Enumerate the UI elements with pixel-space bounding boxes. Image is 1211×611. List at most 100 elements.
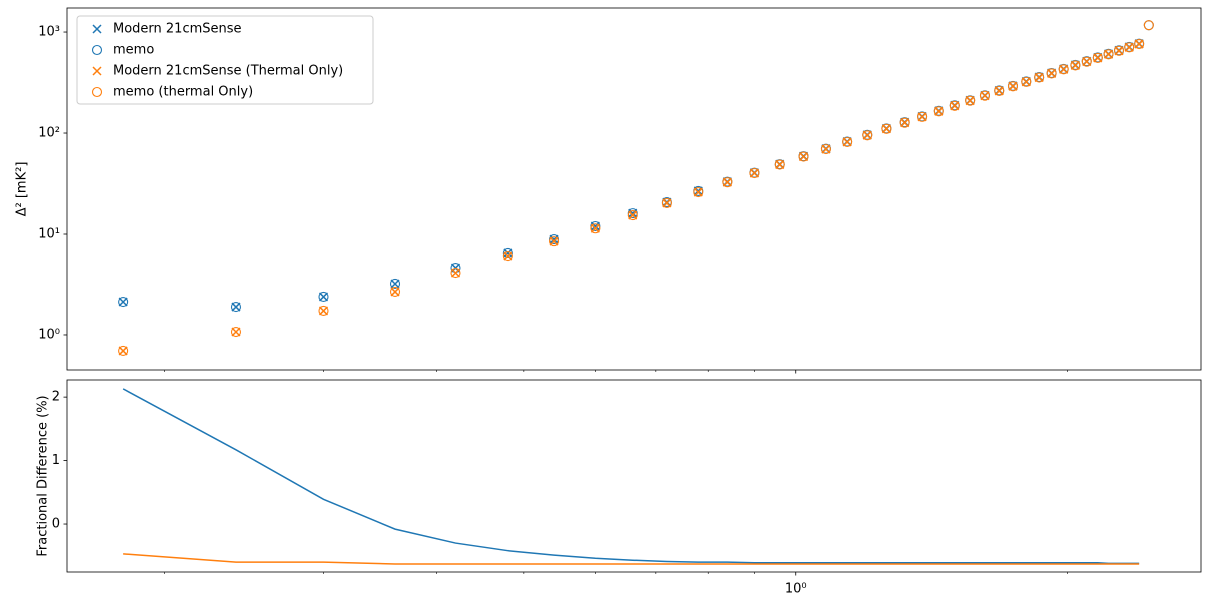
cross-marker <box>1093 53 1103 63</box>
cross-marker <box>693 187 703 197</box>
circle-marker <box>693 187 704 198</box>
cross-marker <box>118 346 128 356</box>
circle-marker <box>917 111 928 122</box>
cross-marker <box>1059 64 1069 74</box>
legend-label: Modern 21cmSense (Thermal Only) <box>113 64 343 79</box>
cross-marker <box>662 198 672 208</box>
cross-marker <box>965 96 975 106</box>
y-tick-label: 10¹ <box>38 227 60 242</box>
cross-marker <box>549 234 559 244</box>
cross-marker <box>950 101 960 111</box>
circle-marker <box>118 345 129 356</box>
cross-marker <box>1021 77 1031 87</box>
legend-marker <box>92 24 102 34</box>
cross-marker <box>842 137 852 147</box>
y-axis-label: Δ² [mK²] <box>15 162 30 217</box>
circle-marker <box>1021 76 1032 87</box>
x-tick-label: 10⁰ <box>785 582 807 597</box>
line <box>123 553 1140 565</box>
axes-frame <box>66 7 1202 371</box>
legend-label: memo (thermal Only) <box>113 85 253 100</box>
cross-marker <box>917 112 927 122</box>
y-tick-label: 10² <box>38 126 60 141</box>
circle-marker <box>862 130 873 141</box>
circle-marker <box>502 250 513 262</box>
cross-marker <box>503 248 513 258</box>
circle-marker <box>979 90 991 101</box>
circle-marker <box>749 168 760 179</box>
circle-marker <box>661 197 672 208</box>
circle-marker <box>899 117 910 128</box>
cross-marker <box>450 268 461 278</box>
cross-marker <box>549 236 559 246</box>
legend-box <box>76 15 374 105</box>
circle-marker <box>230 302 242 313</box>
legend-marker <box>91 44 103 56</box>
line <box>122 388 1140 565</box>
cross-marker <box>1070 60 1080 70</box>
cross-marker <box>231 327 241 337</box>
circle-marker <box>1058 64 1069 75</box>
circle-marker <box>389 278 401 290</box>
cross-marker <box>749 168 759 178</box>
cross-marker <box>628 210 638 220</box>
cross-marker <box>118 297 128 307</box>
cross-marker <box>1114 46 1124 56</box>
cross-marker <box>231 302 241 312</box>
cross-marker <box>318 306 329 316</box>
y-tick-label: 2 <box>52 390 60 405</box>
cross-marker <box>590 223 600 233</box>
cross-marker <box>390 287 400 297</box>
circle-marker <box>1007 81 1019 92</box>
cross-marker <box>1104 49 1114 59</box>
circle-marker <box>627 210 638 221</box>
cross-marker <box>1124 42 1134 52</box>
circle-marker <box>318 305 329 316</box>
cross-marker <box>881 124 891 134</box>
circle-marker <box>1046 68 1057 79</box>
circle-marker <box>842 136 853 148</box>
circle-marker <box>1070 60 1081 71</box>
y-tick-label: 0 <box>52 517 60 532</box>
cross-marker <box>318 292 329 302</box>
legend-label: Modern 21cmSense <box>113 22 242 37</box>
cross-marker <box>775 160 785 170</box>
circle-marker <box>1034 72 1045 83</box>
cross-marker <box>1082 57 1092 67</box>
y-axis-label: Fractional Difference (%) <box>36 395 51 556</box>
circle-marker <box>318 291 329 303</box>
circle-marker <box>1124 42 1135 53</box>
cross-marker <box>1008 81 1018 91</box>
circle-marker <box>230 326 242 338</box>
circle-marker <box>450 268 461 279</box>
cross-marker <box>722 177 732 187</box>
y-tick-label: 10³ <box>38 25 60 40</box>
cross-marker <box>390 279 400 289</box>
circle-marker <box>994 85 1005 96</box>
cross-marker <box>628 208 638 218</box>
cross-marker <box>1047 68 1057 78</box>
circle-marker <box>118 296 129 308</box>
circle-marker <box>1113 45 1125 56</box>
cross-marker <box>994 86 1004 96</box>
cross-marker <box>934 106 944 116</box>
circle-marker <box>590 223 601 234</box>
cross-marker <box>1134 39 1144 49</box>
y-tick-label: 10⁰ <box>38 327 60 342</box>
circle-marker <box>965 95 976 106</box>
legend-label: memo <box>113 43 154 58</box>
circle-marker <box>774 159 785 170</box>
y-tick-label: 1 <box>52 453 60 468</box>
cross-marker <box>503 251 513 261</box>
circle-marker <box>1081 56 1092 67</box>
circle-marker <box>1143 20 1154 31</box>
cross-marker <box>980 91 990 101</box>
cross-marker <box>862 130 872 140</box>
cross-marker <box>1034 73 1044 83</box>
cross-marker <box>900 118 910 128</box>
legend-marker <box>92 66 102 76</box>
circle-marker <box>820 144 831 155</box>
circle-marker <box>933 106 944 117</box>
cross-marker <box>821 144 831 154</box>
